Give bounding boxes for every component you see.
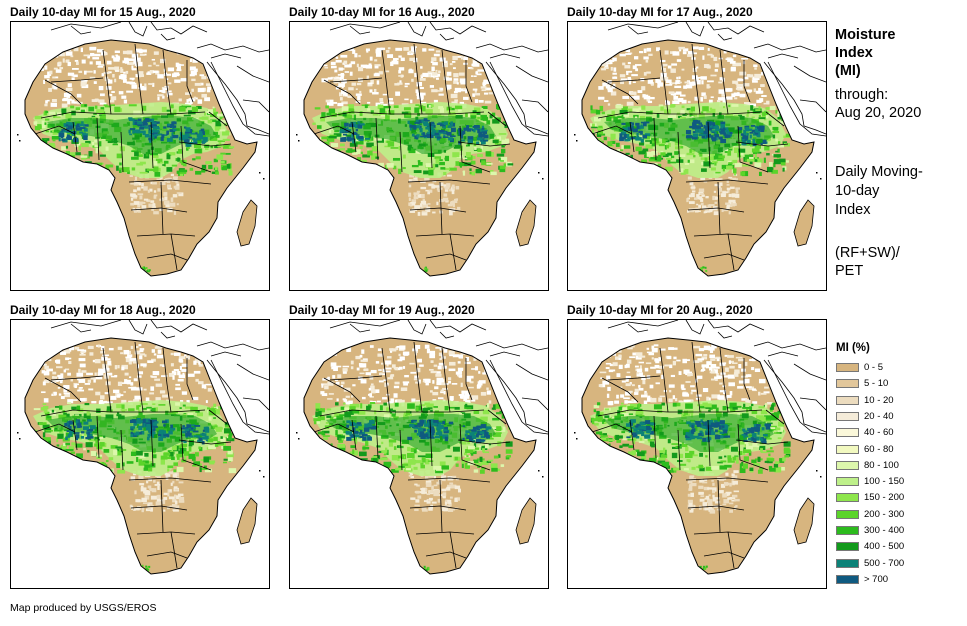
africa-map: [567, 319, 827, 589]
legend-item: 0 - 5: [836, 362, 883, 373]
moisture-index-map: [296, 320, 548, 575]
legend-heading-moisture: Moisture: [835, 27, 896, 43]
legend-swatch: [836, 526, 859, 535]
madagascar: [793, 497, 815, 545]
panel-title: Daily 10-day MI for 15 Aug., 2020: [10, 5, 196, 19]
legend-label: 100 - 150: [864, 476, 905, 488]
moisture-layer: [312, 341, 513, 572]
africa-map: [289, 319, 549, 589]
panel-title: Daily 10-day MI for 19 Aug., 2020: [289, 303, 475, 317]
africa-map: [567, 21, 827, 291]
legend-label: 60 - 80: [864, 443, 894, 455]
africa-coastline: [581, 337, 815, 575]
madagascar: [793, 199, 815, 247]
moisture-index-map: [574, 22, 826, 277]
legend-swatch: [836, 428, 859, 438]
madagascar: [515, 199, 537, 247]
legend-item: 150 - 200: [836, 492, 904, 503]
legend-swatch: [836, 493, 859, 503]
africa-coastline: [303, 337, 537, 575]
legend-item: 400 - 500: [836, 541, 904, 552]
legend-swatch: [836, 558, 859, 568]
legend-swatch: [836, 444, 859, 454]
legend-item: 40 - 60: [836, 427, 894, 438]
legend-heading-mi: (MI): [835, 63, 861, 79]
legend-item: 500 - 700: [836, 558, 904, 569]
through-date: Aug 20, 2020: [835, 105, 922, 121]
legend-swatch: [836, 363, 859, 372]
legend-item: 20 - 40: [836, 411, 894, 422]
legend-swatch: [836, 379, 859, 389]
legend-label: 150 - 200: [864, 492, 905, 504]
panel-title: Daily 10-day MI for 18 Aug., 2020: [10, 303, 196, 317]
legend-swatch: [836, 477, 859, 487]
legend-label: 20 - 40: [864, 410, 894, 422]
through-label: through:: [835, 87, 889, 103]
africa-coastline: [581, 39, 815, 277]
legend-label: 400 - 500: [864, 541, 905, 553]
moisture-index-map: [17, 320, 269, 575]
legend-title: MI (%): [836, 342, 870, 354]
africa-map: [289, 21, 549, 291]
panel-title: Daily 10-day MI for 17 Aug., 2020: [567, 5, 753, 19]
legend-item: 200 - 300: [836, 509, 904, 520]
description-line-2: 10-day: [835, 183, 880, 199]
legend-label: > 700: [864, 573, 889, 585]
legend-swatch: [836, 411, 859, 421]
description-line-3: Index: [835, 202, 871, 218]
moisture-layer: [590, 43, 793, 272]
legend-label: 10 - 20: [864, 394, 894, 406]
legend-swatch: [836, 542, 859, 552]
moisture-index-map: [296, 22, 548, 277]
moisture-index-map: [17, 22, 269, 277]
africa-map: [10, 21, 270, 291]
legend-item: > 700: [836, 574, 888, 585]
africa-coastline: [24, 39, 258, 277]
legend-item: 100 - 150: [836, 476, 904, 487]
legend-label: 300 - 400: [864, 525, 905, 536]
formula-line-1: (RF+SW)/: [835, 245, 900, 261]
legend-swatch: [836, 460, 859, 470]
formula-line-2: PET: [835, 263, 864, 279]
africa-map: [10, 319, 270, 589]
madagascar: [236, 199, 258, 247]
legend-swatch: [836, 509, 859, 519]
legend-swatch: [836, 395, 859, 405]
panel-title: Daily 10-day MI for 20 Aug., 2020: [567, 303, 753, 317]
legend-heading-index: Index: [835, 45, 873, 61]
description-line-1: Daily Moving-: [835, 164, 923, 180]
legend-label: 200 - 300: [864, 508, 905, 520]
legend-label: 0 - 5: [864, 362, 884, 373]
legend-item: 80 - 100: [836, 460, 899, 471]
moisture-layer: [590, 341, 792, 571]
map-credit: Map produced by USGS/EROS: [10, 602, 157, 614]
panel-title: Daily 10-day MI for 16 Aug., 2020: [289, 5, 475, 19]
legend-item: 5 - 10: [836, 378, 888, 389]
madagascar: [515, 497, 537, 545]
legend-item: 60 - 80: [836, 444, 894, 455]
legend-item: 10 - 20: [836, 395, 894, 406]
africa-coastline: [303, 39, 537, 277]
legend-swatch: [836, 574, 859, 584]
legend-label: 40 - 60: [864, 427, 894, 439]
madagascar: [236, 497, 258, 545]
moisture-index-map: [574, 320, 826, 575]
legend-item: 300 - 400: [836, 525, 904, 536]
legend-label: 500 - 700: [864, 557, 905, 569]
legend-label: 5 - 10: [864, 378, 889, 390]
africa-coastline: [24, 337, 258, 575]
legend-label: 80 - 100: [864, 459, 899, 471]
